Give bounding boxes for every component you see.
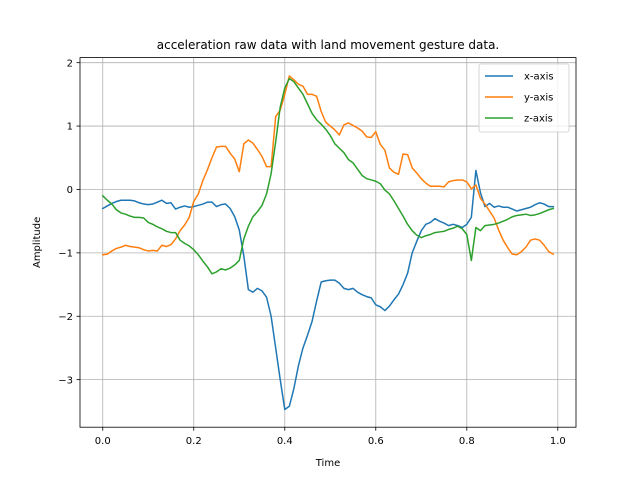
legend-label-y-axis: y-axis xyxy=(524,93,553,104)
legend: x-axis y-axis z-axis xyxy=(478,63,570,133)
x-tick-label: 0.8 xyxy=(459,436,475,447)
legend-label-z-axis: z-axis xyxy=(524,114,553,125)
series-line-y-axis xyxy=(101,75,555,256)
series-line-z-axis xyxy=(101,77,555,275)
y-tick-label: 0 xyxy=(67,185,73,196)
y-tick-label: −2 xyxy=(58,312,73,323)
x-tick-label: 0.0 xyxy=(95,436,111,447)
series-lines xyxy=(101,75,555,411)
series-line-x-axis xyxy=(101,169,554,411)
x-axis-label: Time xyxy=(315,458,340,469)
y-tick-label: −1 xyxy=(58,248,73,259)
chart-title: acceleration raw data with land movement… xyxy=(157,38,499,52)
x-tick-label: 1.0 xyxy=(550,436,566,447)
x-tick-label: 0.6 xyxy=(368,436,384,447)
x-tick-label: 0.2 xyxy=(186,436,202,447)
plot-frame xyxy=(79,57,577,428)
y-axis-label: Amplitude xyxy=(32,217,43,268)
legend-box xyxy=(478,63,570,133)
axis-ticks: 0.0 0.2 0.4 0.6 0.8 1.0 2 1 0 −1 −2 −3 xyxy=(58,58,566,447)
y-tick-label: 2 xyxy=(67,58,73,69)
y-tick-label: −3 xyxy=(58,375,73,386)
y-tick-label: 1 xyxy=(67,122,73,133)
legend-label-x-axis: x-axis xyxy=(524,72,554,83)
x-tick-label: 0.4 xyxy=(277,436,293,447)
grid-lines xyxy=(80,57,576,428)
